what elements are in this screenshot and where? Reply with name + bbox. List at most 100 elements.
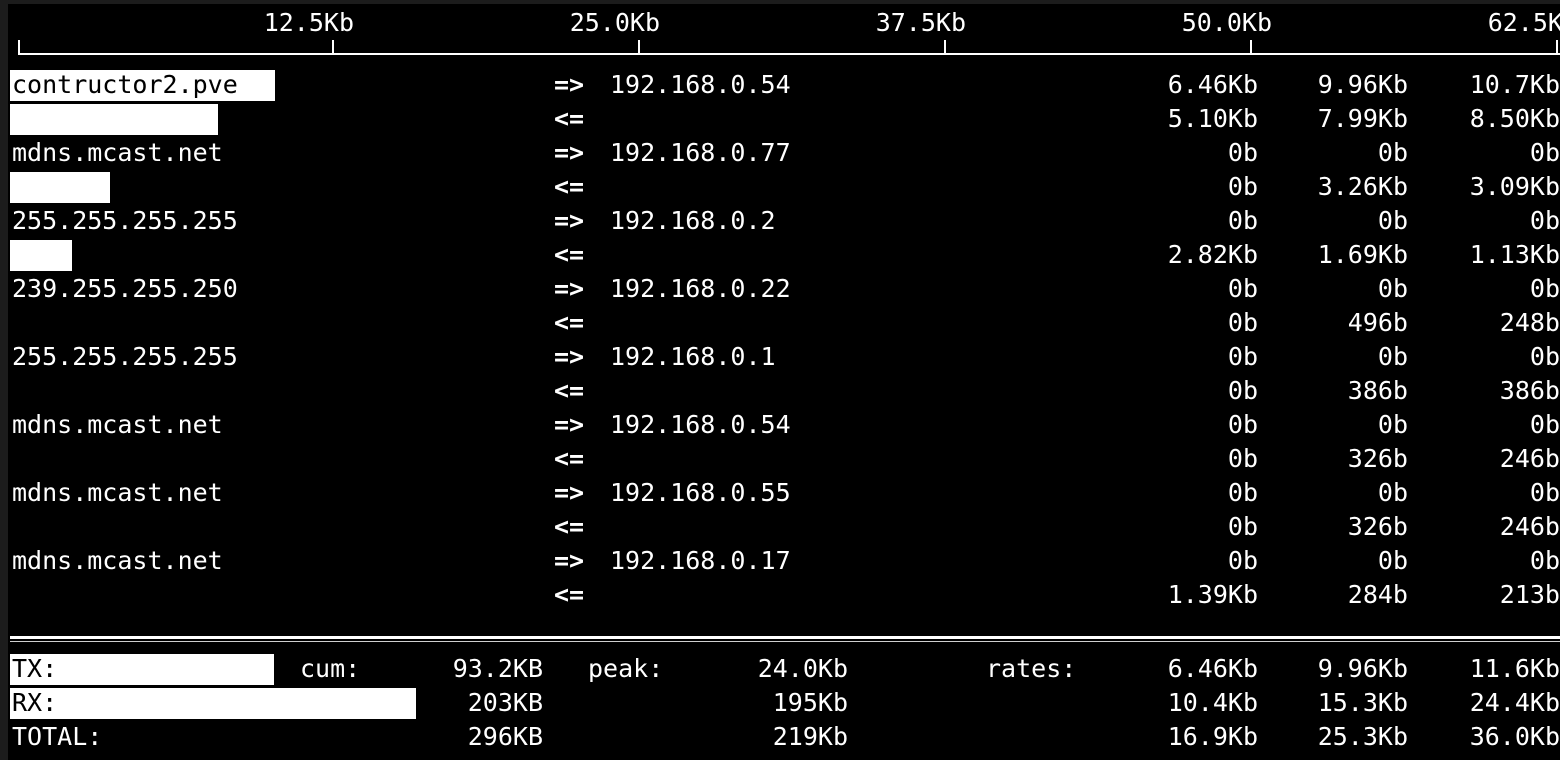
connection-rx-line[interactable]: <= 0b 496b 248b bbox=[8, 306, 1560, 340]
connection-rx-line[interactable]: <= 2.82Kb 1.69Kb 1.13Kb bbox=[8, 238, 1560, 272]
rate-40s: 0b bbox=[1529, 138, 1560, 167]
summary-rate-10s: 9.96Kb bbox=[1317, 654, 1408, 683]
scale-label-4: 62.5Kb bbox=[1487, 8, 1560, 37]
summary-rate-2s: 6.46Kb bbox=[1167, 654, 1258, 683]
rate-2s: 0b bbox=[1227, 478, 1258, 507]
connection-list[interactable]: contructor2.pve => 192.168.0.54 6.46Kb 9.96K… bbox=[8, 68, 1560, 634]
summary-label: TOTAL: bbox=[12, 722, 103, 751]
host-name: mdns.mcast.net bbox=[12, 546, 223, 575]
arrow-outbound-icon: => bbox=[554, 342, 585, 371]
rate-2s: 0b bbox=[1227, 444, 1258, 473]
rate-2s: 1.39Kb bbox=[1167, 580, 1258, 609]
scale-tick-4 bbox=[1556, 40, 1558, 54]
summary-rate-40s: 11.6Kb bbox=[1469, 654, 1560, 683]
connection-tx-line[interactable]: mdns.mcast.net => 192.168.0.55 0b 0b 0b bbox=[8, 476, 1560, 510]
rate-40s: 246b bbox=[1499, 512, 1560, 541]
peak-key: peak: bbox=[588, 654, 664, 683]
cumulative-value: 296KB bbox=[467, 722, 543, 751]
connection-tx-line[interactable]: mdns.mcast.net => 192.168.0.17 0b 0b 0b bbox=[8, 544, 1560, 578]
bandwidth-bar bbox=[10, 240, 72, 271]
connection-rx-line[interactable]: <= 0b 326b 246b bbox=[8, 510, 1560, 544]
peer-address: 192.168.0.22 bbox=[610, 274, 791, 303]
arrow-outbound-icon: => bbox=[554, 70, 585, 99]
rate-40s: 10.7Kb bbox=[1469, 70, 1560, 99]
summary-rate-2s: 10.4Kb bbox=[1167, 688, 1258, 717]
rate-2s: 0b bbox=[1227, 342, 1258, 371]
summary-rate-40s: 36.0Kb bbox=[1469, 722, 1560, 751]
arrow-outbound-icon: => bbox=[554, 410, 585, 439]
peak-value: 195Kb bbox=[772, 688, 848, 717]
summary-row: TX: cum: peak: rates: 93.2KB 24.0Kb 6.46Kb 9.96… bbox=[8, 652, 1560, 686]
arrow-outbound-icon: => bbox=[554, 478, 585, 507]
peer-address: 192.168.0.17 bbox=[610, 546, 791, 575]
scale-label-3: 50.0Kb bbox=[1181, 8, 1272, 37]
summary-rate-40s: 24.4Kb bbox=[1469, 688, 1560, 717]
rate-2s: 0b bbox=[1227, 308, 1258, 337]
connection-rx-line[interactable]: <= 1.39Kb 284b 213b bbox=[8, 578, 1560, 612]
rate-2s: 2.82Kb bbox=[1167, 240, 1258, 269]
rates-key: rates: bbox=[986, 654, 1077, 683]
summary-row: TOTAL: 296KB 219Kb 16.9Kb 25.3Kb 36.0Kb bbox=[8, 720, 1560, 754]
arrow-inbound-icon: <= bbox=[554, 104, 585, 133]
rate-2s: 5.10Kb bbox=[1167, 104, 1258, 133]
scale-label-2: 37.5Kb bbox=[875, 8, 966, 37]
connection-tx-line[interactable]: mdns.mcast.net => 192.168.0.54 0b 0b 0b bbox=[8, 408, 1560, 442]
rate-2s: 0b bbox=[1227, 512, 1258, 541]
peer-address: 192.168.0.1 bbox=[610, 342, 776, 371]
host-name: 255.255.255.255 bbox=[12, 342, 238, 371]
host-name: mdns.mcast.net bbox=[12, 478, 223, 507]
summary-label: TX: bbox=[12, 654, 58, 683]
rate-10s: 3.26Kb bbox=[1317, 172, 1408, 201]
connection-tx-line[interactable]: 255.255.255.255 => 192.168.0.2 0b 0b 0b bbox=[8, 204, 1560, 238]
rate-40s: 246b bbox=[1499, 444, 1560, 473]
peer-address: 192.168.0.77 bbox=[610, 138, 791, 167]
connection-tx-line[interactable]: 239.255.255.250 => 192.168.0.22 0b 0b 0b bbox=[8, 272, 1560, 306]
rate-10s: 0b bbox=[1377, 546, 1408, 575]
connection-rx-line[interactable]: <= 0b 386b 386b bbox=[8, 374, 1560, 408]
rate-40s: 1.13Kb bbox=[1469, 240, 1560, 269]
scale-tick-2 bbox=[944, 40, 946, 54]
cumulative-value: 203KB bbox=[467, 688, 543, 717]
bandwidth-bar bbox=[10, 172, 110, 203]
rate-10s: 1.69Kb bbox=[1317, 240, 1408, 269]
arrow-inbound-icon: <= bbox=[554, 444, 585, 473]
connection-tx-line[interactable]: contructor2.pve => 192.168.0.54 6.46Kb 9.96K… bbox=[8, 68, 1560, 102]
rate-40s: 3.09Kb bbox=[1469, 172, 1560, 201]
rate-10s: 326b bbox=[1347, 512, 1408, 541]
connection-rx-line[interactable]: <= 0b 326b 246b bbox=[8, 442, 1560, 476]
connection-rx-line[interactable]: <= 5.10Kb 7.99Kb 8.50Kb bbox=[8, 102, 1560, 136]
rate-40s: 0b bbox=[1529, 410, 1560, 439]
rate-10s: 0b bbox=[1377, 410, 1408, 439]
summary-rate-10s: 25.3Kb bbox=[1317, 722, 1408, 751]
rate-40s: 248b bbox=[1499, 308, 1560, 337]
peak-value: 24.0Kb bbox=[757, 654, 848, 683]
host-name: mdns.mcast.net bbox=[12, 410, 223, 439]
rate-40s: 0b bbox=[1529, 478, 1560, 507]
rate-10s: 496b bbox=[1347, 308, 1408, 337]
host-name: mdns.mcast.net bbox=[12, 138, 223, 167]
summary-bar bbox=[10, 654, 274, 685]
cumulative-key: cum: bbox=[300, 654, 361, 683]
rate-10s: 386b bbox=[1347, 376, 1408, 405]
rate-10s: 7.99Kb bbox=[1317, 104, 1408, 133]
rate-2s: 0b bbox=[1227, 206, 1258, 235]
rate-10s: 9.96Kb bbox=[1317, 70, 1408, 99]
rate-10s: 0b bbox=[1377, 206, 1408, 235]
arrow-outbound-icon: => bbox=[554, 138, 585, 167]
rate-40s: 386b bbox=[1499, 376, 1560, 405]
arrow-outbound-icon: => bbox=[554, 546, 585, 575]
rate-2s: 6.46Kb bbox=[1167, 70, 1258, 99]
scale-tick-0 bbox=[332, 40, 334, 54]
scale-tick-3 bbox=[1250, 40, 1252, 54]
footer-divider-shadow bbox=[10, 641, 1560, 642]
bandwidth-bar bbox=[10, 70, 275, 101]
connection-tx-line[interactable]: 255.255.255.255 => 192.168.0.1 0b 0b 0b bbox=[8, 340, 1560, 374]
summary-bar bbox=[10, 688, 416, 719]
iftop-terminal[interactable]: 12.5Kb 25.0Kb 37.5Kb 50.0Kb 62.5Kb contructo… bbox=[8, 4, 1560, 760]
connection-tx-line[interactable]: mdns.mcast.net => 192.168.0.77 0b 0b 0b bbox=[8, 136, 1560, 170]
rate-40s: 8.50Kb bbox=[1469, 104, 1560, 133]
summary-footer: TX: cum: peak: rates: 93.2KB 24.0Kb 6.46Kb 9.96… bbox=[8, 652, 1560, 760]
arrow-inbound-icon: <= bbox=[554, 376, 585, 405]
scale-tick-origin bbox=[18, 40, 20, 54]
connection-rx-line[interactable]: <= 0b 3.26Kb 3.09Kb bbox=[8, 170, 1560, 204]
